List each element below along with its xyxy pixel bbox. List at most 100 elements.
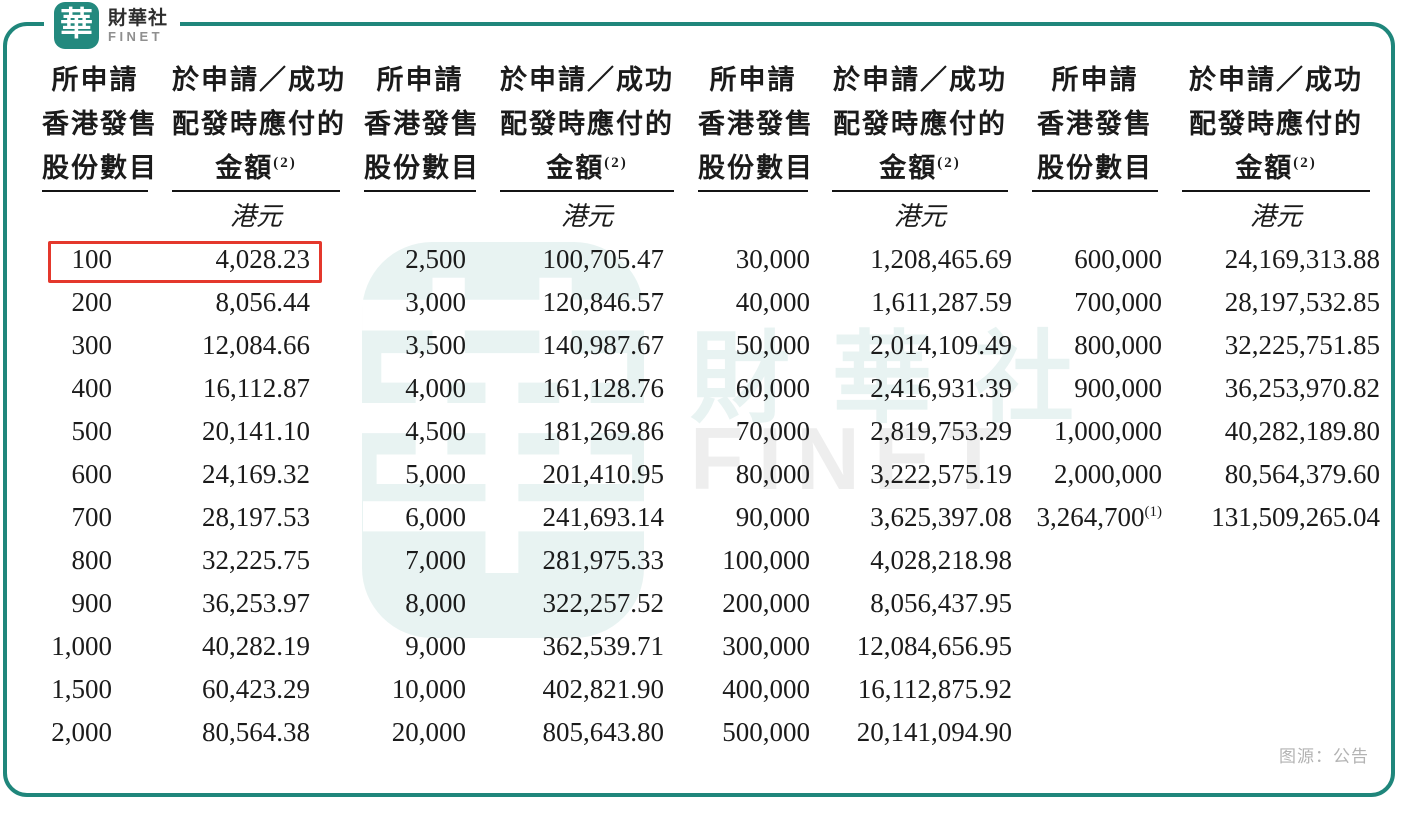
finet-logo: 華 財華社 FINET xyxy=(44,0,181,51)
cell-shares xyxy=(1020,711,1170,754)
cell-shares: 2,000 xyxy=(51,717,112,747)
header-cell-amount: 於申請／成功 配發時應付的 金額(2) xyxy=(500,58,674,192)
watermark-brand-cn: 財華社 xyxy=(690,324,1116,435)
cell-amount: 1,611,287.59 xyxy=(871,287,1012,317)
currency-cell-spacer xyxy=(30,192,160,238)
currency-cell-spacer xyxy=(686,192,820,238)
cell-amount: 161,128.76 xyxy=(542,373,665,403)
cell-shares: 30,000 xyxy=(735,244,810,274)
cell-shares: 5,000 xyxy=(405,459,466,489)
cell-amount: 362,539.71 xyxy=(542,631,665,661)
cell-amount: 20,141.10 xyxy=(202,416,310,446)
cell-amount: 12,084.66 xyxy=(202,330,310,360)
cell-amount: 402,821.90 xyxy=(542,674,665,704)
currency-cell: 港元 xyxy=(560,202,613,231)
cell-amount xyxy=(1170,668,1382,711)
cell-shares xyxy=(1020,582,1170,625)
cell-amount: 4,028.23 xyxy=(215,244,311,274)
cell-amount: 805,643.80 xyxy=(542,717,665,747)
cell-amount xyxy=(1170,582,1382,625)
cell-shares: 3,000 xyxy=(405,287,466,317)
cell-shares: 40,000 xyxy=(735,287,810,317)
cell-shares: 400,000 xyxy=(722,674,810,704)
cell-shares: 60,000 xyxy=(735,373,810,403)
cell-amount: 3,222,575.19 xyxy=(870,459,1012,489)
cell-amount: 140,987.67 xyxy=(542,330,665,360)
finet-brand-text: 財華社 FINET xyxy=(108,8,168,44)
cell-shares xyxy=(1020,625,1170,668)
currency-cell: 港元 xyxy=(229,202,282,231)
cell-amount: 40,282.19 xyxy=(202,631,310,661)
cell-amount: 120,846.57 xyxy=(542,287,665,317)
header-cell-amount: 於申請／成功 配發時應付的 金額(2) xyxy=(1182,58,1370,192)
header-cell-shares: 所申請 香港發售 股份數目 xyxy=(698,58,812,192)
header-cell-amount: 於申請／成功 配發時應付的 金額(2) xyxy=(832,58,1008,192)
cell-amount: 2,014,109.49 xyxy=(870,330,1012,360)
highlight-box xyxy=(48,241,322,283)
watermark-brand-en: FINET xyxy=(690,409,1015,508)
cell-shares: 200 xyxy=(71,287,113,317)
cell-shares: 800,000 xyxy=(1074,330,1162,360)
brand-name-cn: 財華社 xyxy=(108,7,169,29)
cell-shares: 2,000,000 xyxy=(1054,459,1162,489)
cell-amount: 32,225.75 xyxy=(202,545,310,575)
cell-amount: 32,225,751.85 xyxy=(1224,330,1380,360)
brand-name-en: FINET xyxy=(108,28,164,44)
currency-cell-spacer xyxy=(1020,192,1170,238)
cell-amount: 80,564,379.60 xyxy=(1224,459,1380,489)
cell-shares: 100 xyxy=(71,244,113,274)
cell-amount: 281,975.33 xyxy=(542,545,665,575)
cell-amount: 181,269.86 xyxy=(542,416,665,446)
finet-logo-icon: 華 xyxy=(54,2,99,49)
cell-amount: 24,169.32 xyxy=(202,459,310,489)
cell-amount: 131,509,265.04 xyxy=(1211,502,1380,532)
cell-amount: 12,084,656.95 xyxy=(856,631,1012,661)
cell-shares: 4,000 xyxy=(405,373,466,403)
page-border xyxy=(3,22,1395,797)
header-cell-shares: 所申請 香港發售 股份數目 xyxy=(1032,58,1158,192)
cell-amount: 2,819,753.29 xyxy=(870,416,1012,446)
cell-shares: 500 xyxy=(71,416,113,446)
cell-amount: 8,056.44 xyxy=(215,287,311,317)
cell-amount: 40,282,189.80 xyxy=(1224,416,1380,446)
application-amount-table: 所申請 香港發售 股份數目 於申請／成功 配發時應付的 金額(2) 所申請 香港發售 股份數目於… xyxy=(30,58,1382,754)
cell-amount: 16,112.87 xyxy=(203,373,310,403)
cell-amount: 80,564.38 xyxy=(202,717,310,747)
header-cell-amount: 於申請／成功 配發時應付的 金額(2) xyxy=(172,58,344,192)
currency-cell: 港元 xyxy=(1249,202,1302,231)
cell-shares: 2,500 xyxy=(405,244,466,274)
cell-shares: 90,000 xyxy=(735,502,810,532)
cell-shares: 700 xyxy=(71,502,113,532)
cell-amount: 241,693.14 xyxy=(542,502,665,532)
cell-shares: 7,000 xyxy=(405,545,466,575)
cell-amount: 2,416,931.39 xyxy=(870,373,1012,403)
cell-amount: 1,208,465.69 xyxy=(870,244,1012,274)
cell-shares: 300 xyxy=(71,330,113,360)
cell-amount: 28,197,532.85 xyxy=(1224,287,1380,317)
cell-shares: 70,000 xyxy=(735,416,810,446)
cell-amount: 8,056,437.95 xyxy=(870,588,1012,618)
cell-shares: 3,264,700(1) xyxy=(1036,502,1163,532)
cell-shares: 1,000 xyxy=(51,631,112,661)
cell-amount: 4,028,218.98 xyxy=(870,545,1012,575)
cell-amount: 201,410.95 xyxy=(542,459,665,489)
cell-shares: 500,000 xyxy=(722,717,810,747)
cell-shares: 200,000 xyxy=(722,588,810,618)
cell-shares: 8,000 xyxy=(405,588,466,618)
cell-amount: 36,253,970.82 xyxy=(1224,373,1380,403)
cell-amount xyxy=(1170,539,1382,582)
cell-shares: 900,000 xyxy=(1074,373,1162,403)
cell-amount: 60,423.29 xyxy=(202,674,310,704)
cell-amount: 100,705.47 xyxy=(542,244,665,274)
cell-shares: 20,000 xyxy=(391,717,466,747)
cell-shares: 800 xyxy=(71,545,113,575)
currency-cell-spacer xyxy=(352,192,488,238)
cell-amount: 322,257.52 xyxy=(542,588,665,618)
cell-amount: 3,625,397.08 xyxy=(870,502,1012,532)
header-cell-shares: 所申請 香港發售 股份數目 xyxy=(364,58,478,192)
cell-shares: 300,000 xyxy=(722,631,810,661)
cell-amount: 28,197.53 xyxy=(202,502,310,532)
cell-shares xyxy=(1020,668,1170,711)
cell-amount: 24,169,313.88 xyxy=(1224,244,1380,274)
cell-amount xyxy=(1170,625,1382,668)
